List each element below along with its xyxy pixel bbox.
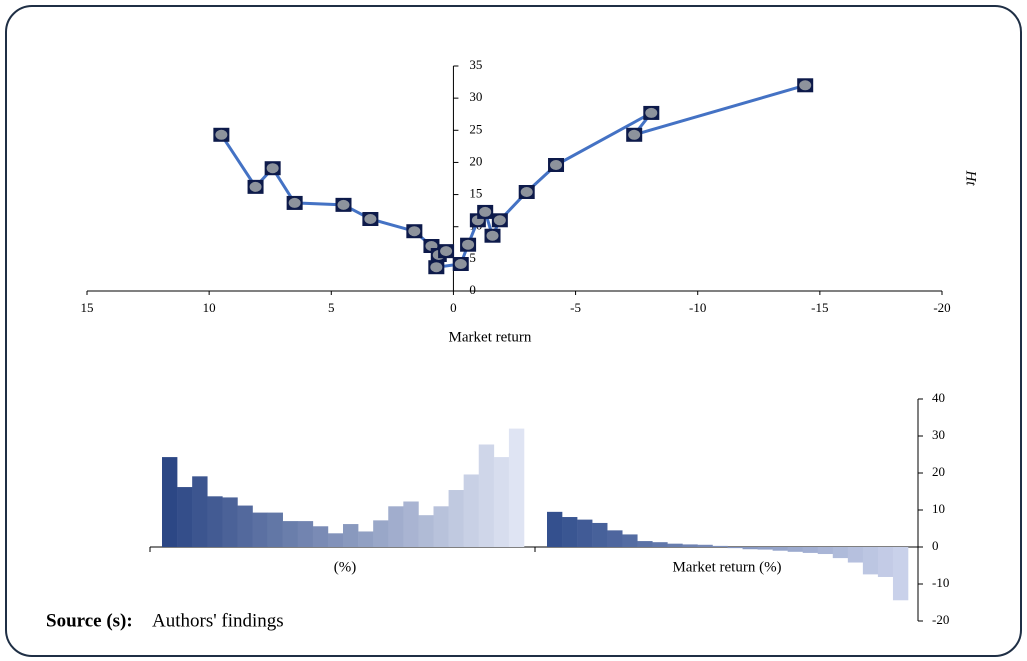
x-tick-label: 15 (81, 300, 94, 315)
bar (328, 533, 343, 547)
bar (818, 547, 833, 554)
chart: Market return Ht (%) Market return (%) S… (0, 0, 1027, 661)
series-label: (%) (334, 559, 357, 575)
bar (712, 546, 727, 547)
bar (509, 429, 524, 547)
bar (667, 544, 682, 547)
y-axis-label: Ht (963, 170, 979, 187)
bar (863, 547, 878, 574)
x-tick-label: 0 (450, 300, 457, 315)
y2-tick-label: -20 (932, 612, 949, 627)
bar (313, 526, 328, 547)
marker (626, 128, 642, 142)
bar (622, 534, 637, 547)
x-tick-label: 5 (328, 300, 335, 315)
bar (253, 513, 268, 547)
marker (248, 180, 264, 194)
bar (464, 474, 479, 547)
bar (743, 547, 758, 549)
bar (207, 496, 222, 547)
bar (878, 547, 893, 577)
y2-tick-label: 0 (932, 538, 939, 553)
y-tick-label: 25 (469, 121, 482, 136)
source-label: Source (s): (46, 610, 133, 631)
y2-tick-label: 10 (932, 501, 945, 516)
x-tick-label: -15 (811, 300, 828, 315)
bar (298, 521, 313, 547)
series-label: Market return (%) (672, 559, 781, 575)
marker (453, 257, 469, 271)
marker (438, 244, 454, 258)
bar (577, 520, 592, 547)
bar (494, 457, 509, 547)
bar (268, 513, 283, 547)
bar (788, 547, 803, 552)
y-tick-label: 0 (469, 282, 476, 297)
bar (652, 542, 667, 547)
marker (460, 238, 476, 252)
bar (177, 487, 192, 547)
figure: Market return Ht (%) Market return (%) S… (0, 0, 1027, 661)
y-tick-label: 5 (469, 250, 476, 265)
marker (336, 198, 352, 212)
x-tick-label: -20 (933, 300, 950, 315)
bar (388, 506, 403, 547)
bar (607, 530, 622, 547)
bar (773, 547, 788, 551)
bar (833, 547, 848, 558)
marker (477, 205, 493, 219)
marker (519, 185, 535, 199)
marker (265, 161, 281, 175)
bar (449, 490, 464, 547)
y-tick-label: 35 (469, 57, 482, 72)
bar (358, 531, 373, 547)
marker (797, 78, 813, 92)
bar (343, 524, 358, 547)
bar (418, 515, 433, 547)
y-tick-label: 15 (469, 186, 482, 201)
marker (548, 158, 564, 172)
y2-tick-label: -10 (932, 575, 949, 590)
y-tick-label: 20 (469, 153, 482, 168)
bar (373, 520, 388, 547)
source-text: Authors' findings (152, 610, 284, 631)
bar (547, 512, 562, 547)
bar (592, 523, 607, 547)
x-tick-label: -10 (689, 300, 706, 315)
bar (893, 547, 908, 600)
bar (237, 506, 252, 547)
bar (637, 541, 652, 547)
marker (362, 212, 378, 226)
marker (213, 128, 229, 142)
bar (728, 547, 743, 548)
bar (848, 547, 863, 563)
bar (562, 517, 577, 547)
marker (643, 106, 659, 120)
bar (479, 445, 494, 547)
y-tick-label: 30 (469, 89, 482, 104)
bar (222, 497, 237, 547)
marker (485, 229, 501, 243)
marker (287, 196, 303, 210)
line (221, 85, 805, 267)
bar (697, 545, 712, 547)
bar (283, 521, 298, 547)
bar (803, 547, 818, 553)
y2-tick-label: 20 (932, 464, 945, 479)
bar (682, 544, 697, 547)
x-axis-label: Market return (449, 329, 532, 345)
bar (434, 506, 449, 547)
bar (192, 476, 207, 547)
bar (162, 457, 177, 547)
x-tick-label: 10 (203, 300, 216, 315)
marker (428, 260, 444, 274)
marker (492, 213, 508, 227)
y2-tick-label: 30 (932, 427, 945, 442)
y2-tick-label: 40 (932, 390, 945, 405)
x-tick-label: -5 (570, 300, 581, 315)
bar (758, 547, 773, 550)
bar (403, 501, 418, 547)
marker (406, 224, 422, 238)
